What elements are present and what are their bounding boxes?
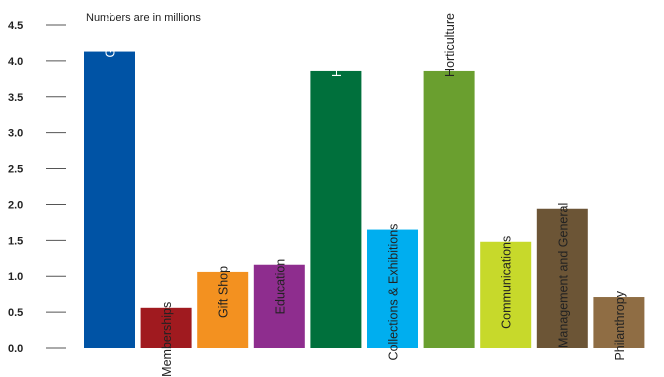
bar <box>480 241 532 348</box>
y-tick-label: 2.0 <box>8 199 23 211</box>
bar <box>310 70 362 348</box>
bar <box>367 229 418 348</box>
bar <box>253 264 305 348</box>
bar-label: Memberships <box>160 302 174 377</box>
y-tick-label: 3.5 <box>8 92 23 104</box>
y-tick-label: 1.0 <box>8 271 23 283</box>
bar <box>536 208 588 348</box>
y-tick-label: 3.0 <box>8 128 23 140</box>
bar <box>593 297 645 348</box>
bar-label: Hospitality <box>330 19 344 77</box>
y-tick-label: 4.5 <box>8 20 23 32</box>
y-tick-label: 2.5 <box>8 164 23 176</box>
y-tick-label: 4.0 <box>8 56 23 68</box>
bar <box>197 271 249 348</box>
bars: Guest Services Memberships Gift Shop Educat… <box>84 0 645 377</box>
bar-label: Collections & Exhibitions <box>387 224 401 361</box>
y-axis: 0.0 0.5 1.0 1.5 2.0 2.5 3.0 3.5 4.0 4.5 <box>8 20 66 355</box>
bar-label: Education <box>273 259 287 315</box>
bar <box>423 70 475 348</box>
y-tick-label: 1.5 <box>8 235 23 247</box>
chart-annotation: Numbers are in millions <box>86 12 201 24</box>
bar-label: Horticulture <box>443 13 457 77</box>
bar-label: Communications <box>500 236 514 329</box>
bar-label: Gift Shop <box>217 266 231 318</box>
bar <box>84 51 135 349</box>
y-tick-label: 0.0 <box>8 343 23 355</box>
bar-label: Guest Services <box>104 0 118 58</box>
bar-label: Management and General <box>556 203 570 348</box>
bar <box>140 307 192 348</box>
bar-label: Philanthropy <box>613 290 627 360</box>
y-tick-label: 0.5 <box>8 307 23 319</box>
